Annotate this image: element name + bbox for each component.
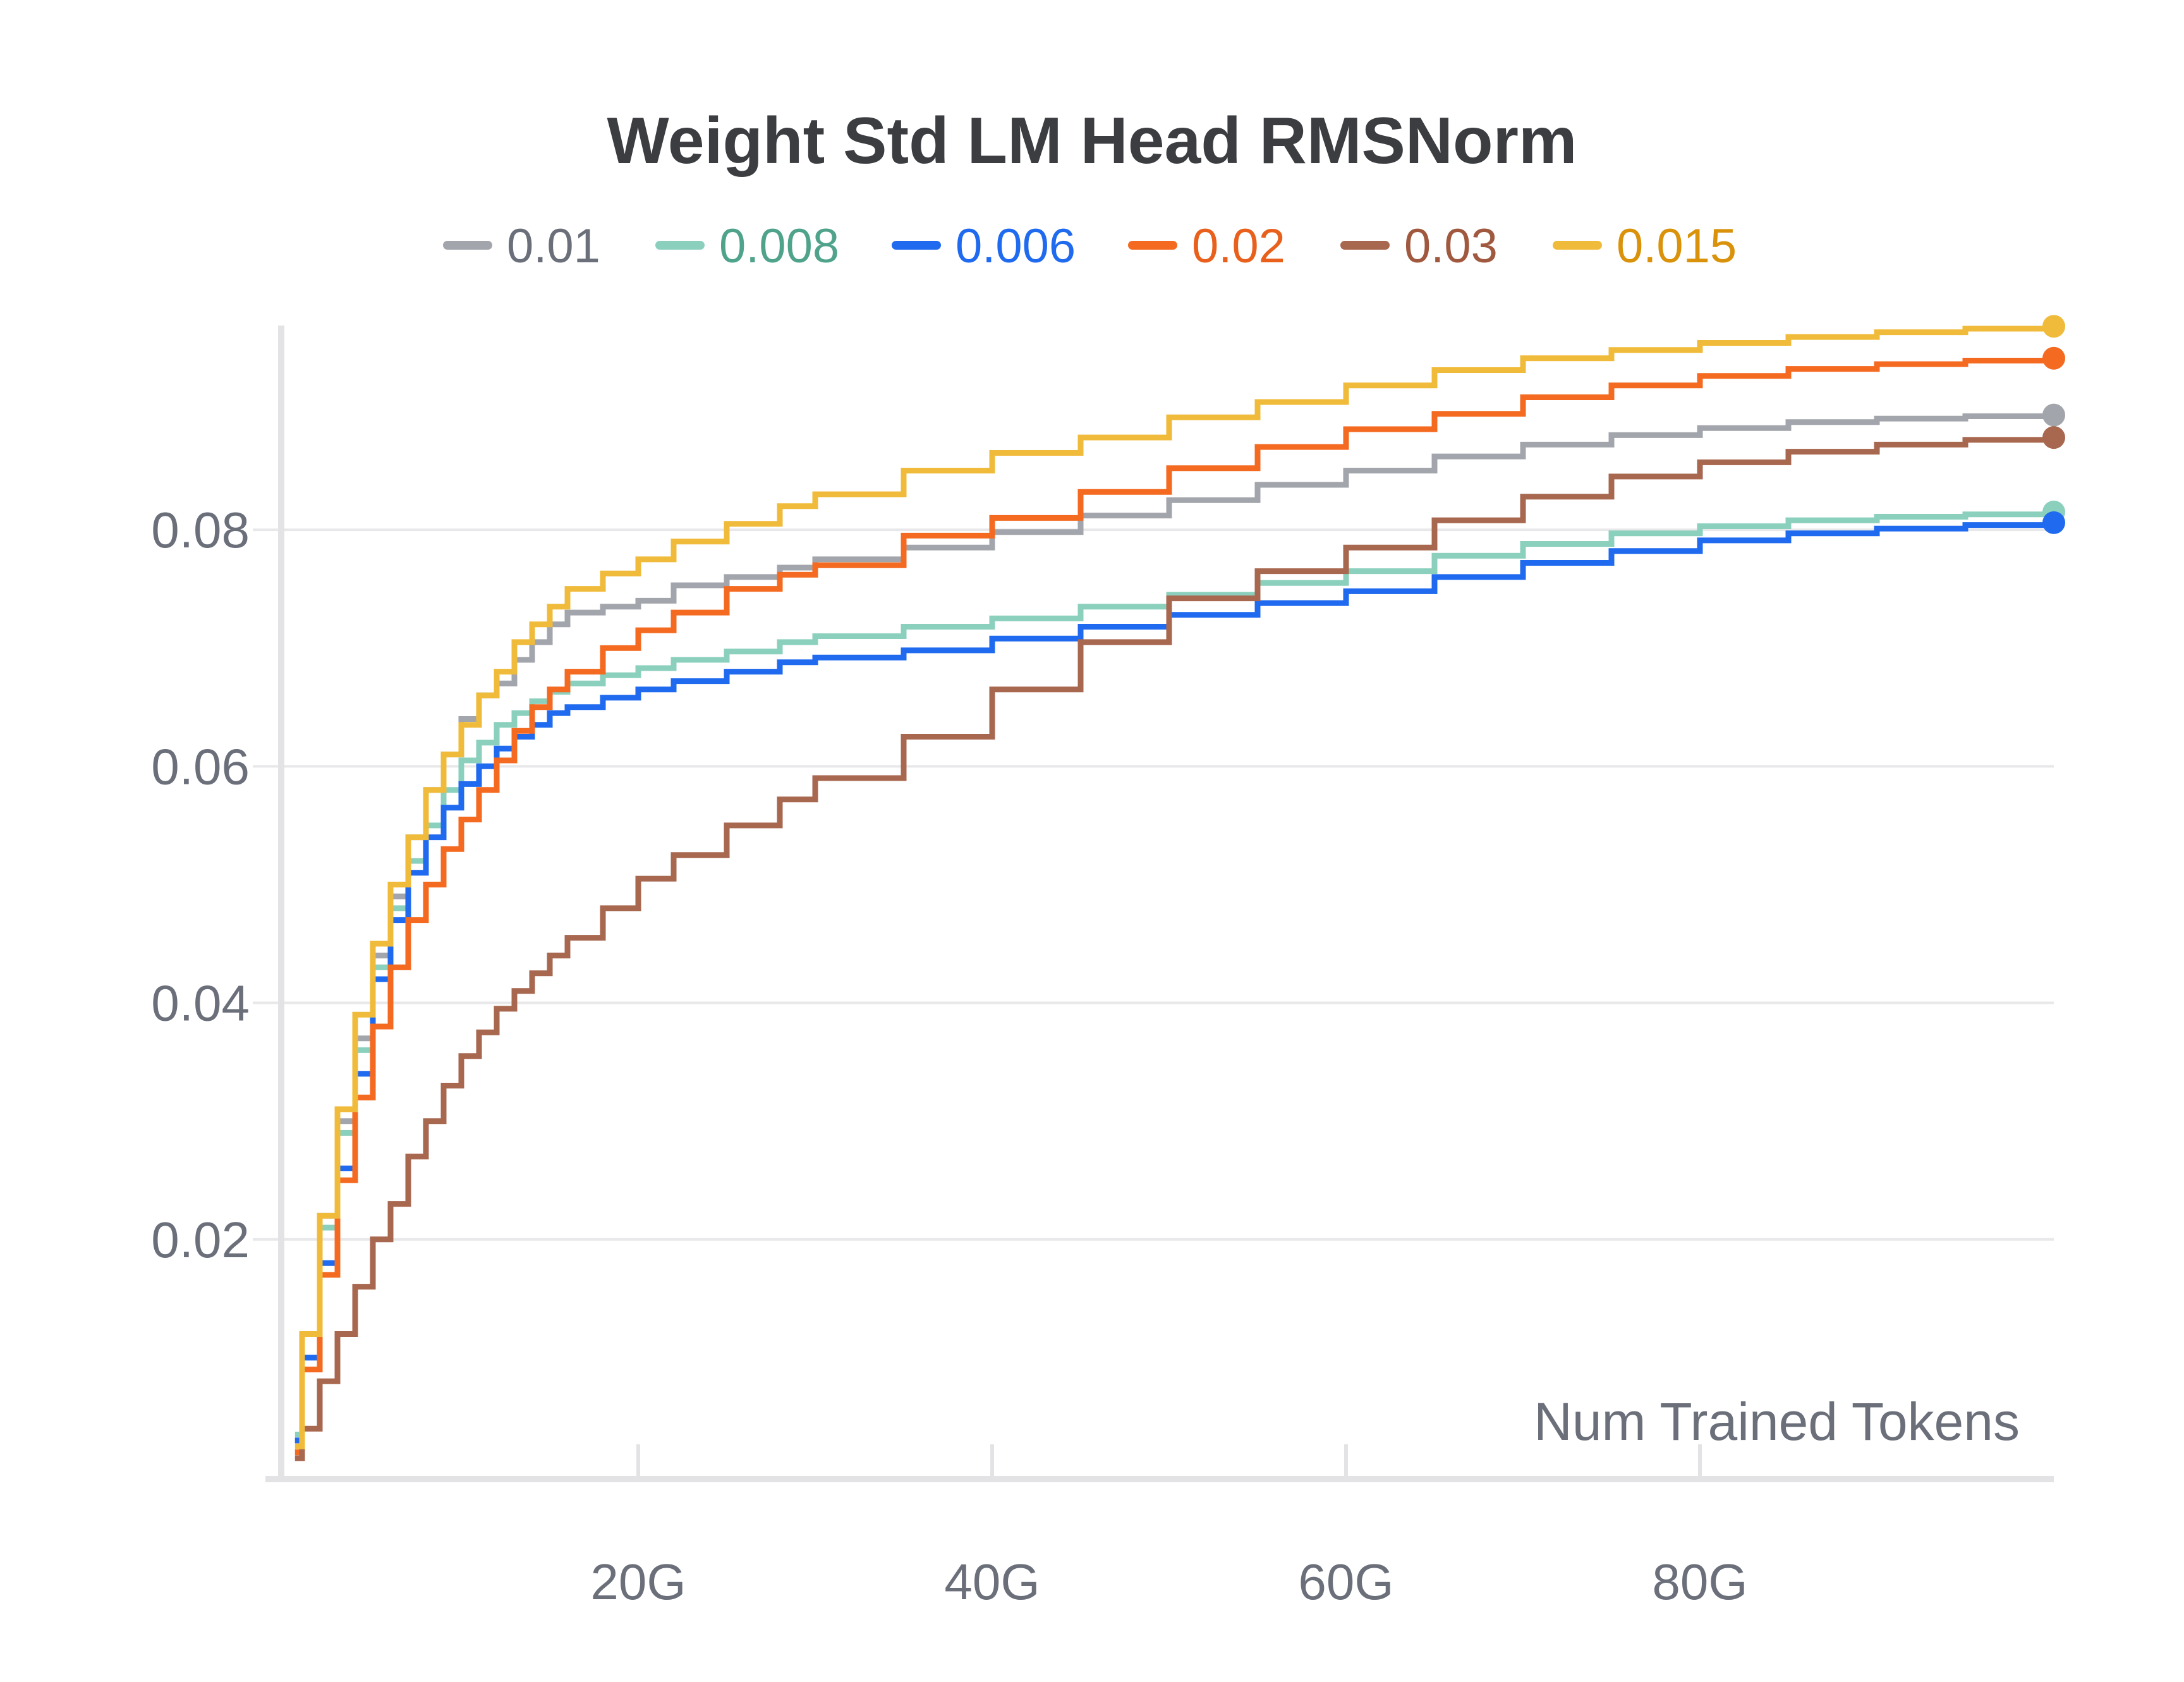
x-tick-label: 60G (1298, 1554, 1393, 1610)
y-tick-label: 0.04 (151, 975, 250, 1032)
x-axis-title: Num Trained Tokens (1534, 1392, 2020, 1451)
series-end-marker-0.015 (2042, 315, 2065, 338)
y-tick-label: 0.02 (151, 1212, 250, 1268)
y-tick-label: 0.06 (151, 738, 250, 795)
legend-label: 0.01 (507, 219, 600, 273)
series-line-0.03 (294, 437, 2057, 1461)
series-end-marker-0.01 (2042, 403, 2065, 427)
legend-item-0.03: 0.03 (1340, 219, 1498, 273)
x-tick-label: 80G (1652, 1554, 1747, 1610)
legend-label: 0.006 (956, 219, 1076, 273)
series-line-0.02 (294, 358, 2057, 1456)
x-tick-label: 20G (590, 1554, 686, 1610)
legend-item-0.006: 0.006 (892, 219, 1076, 273)
legend-item-0.02: 0.02 (1128, 219, 1285, 273)
legend-item-0.015: 0.015 (1553, 219, 1737, 273)
series-end-marker-0.02 (2042, 346, 2065, 370)
legend-label: 0.015 (1617, 219, 1737, 273)
chart-title: Weight Std LM Head RMSNorm (607, 104, 1577, 178)
series-line-0.015 (294, 326, 2057, 1449)
axes: 0.02 0.04 0.06 0.08 20G 40G 60G 80G (151, 326, 2054, 1610)
legend-label: 0.008 (719, 219, 839, 273)
legend-label: 0.03 (1404, 219, 1498, 273)
y-tick-label: 0.08 (151, 502, 250, 558)
series-end-marker-0.006 (2042, 511, 2065, 534)
series-end-marker-0.03 (2042, 426, 2065, 449)
series-layer (294, 315, 2065, 1461)
legend-item-0.01: 0.01 (443, 219, 600, 273)
legend-item-0.008: 0.008 (655, 219, 839, 273)
legend: 0.01 0.008 0.006 0.02 0.03 0.015 (443, 219, 1737, 273)
grid-lines (253, 528, 2054, 1241)
x-tick-label: 40G (944, 1554, 1040, 1610)
legend-label: 0.02 (1192, 219, 1285, 273)
